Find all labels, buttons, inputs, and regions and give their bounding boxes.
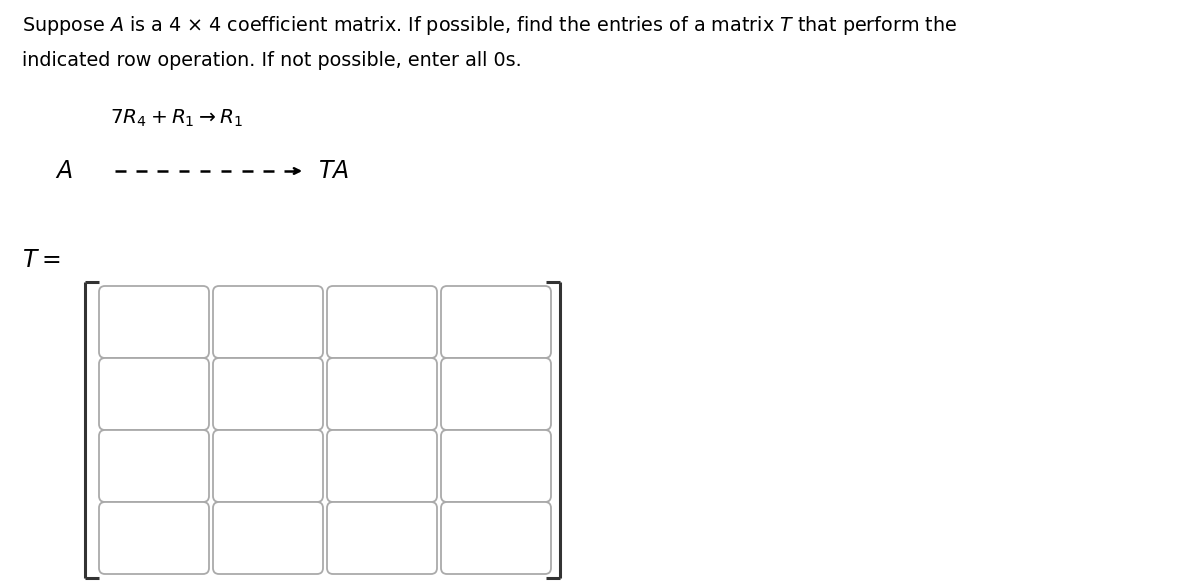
Text: $A$: $A$ xyxy=(55,159,73,183)
FancyBboxPatch shape xyxy=(326,286,437,358)
Text: $TA$: $TA$ xyxy=(318,159,349,183)
FancyBboxPatch shape xyxy=(326,430,437,502)
FancyBboxPatch shape xyxy=(442,430,551,502)
FancyBboxPatch shape xyxy=(98,358,209,430)
FancyBboxPatch shape xyxy=(326,502,437,574)
Text: $T =$: $T =$ xyxy=(22,248,60,272)
FancyBboxPatch shape xyxy=(214,430,323,502)
FancyBboxPatch shape xyxy=(214,286,323,358)
FancyBboxPatch shape xyxy=(214,502,323,574)
Text: Suppose $A$ is a 4 $\times$ 4 coefficient matrix. If possible, find the entries : Suppose $A$ is a 4 $\times$ 4 coefficien… xyxy=(22,14,958,37)
Text: $7R_4 + R_1 \rightarrow R_1$: $7R_4 + R_1 \rightarrow R_1$ xyxy=(110,108,242,130)
FancyBboxPatch shape xyxy=(442,286,551,358)
FancyBboxPatch shape xyxy=(442,358,551,430)
FancyBboxPatch shape xyxy=(98,502,209,574)
FancyBboxPatch shape xyxy=(98,430,209,502)
FancyBboxPatch shape xyxy=(326,358,437,430)
FancyBboxPatch shape xyxy=(214,358,323,430)
FancyBboxPatch shape xyxy=(98,286,209,358)
FancyBboxPatch shape xyxy=(442,502,551,574)
Text: indicated row operation. If not possible, enter all 0s.: indicated row operation. If not possible… xyxy=(22,51,522,70)
